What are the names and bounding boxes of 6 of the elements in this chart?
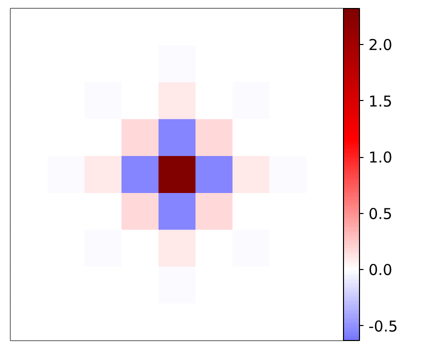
color-bar-label: 2.0 bbox=[368, 36, 392, 54]
color-bar-label: 1.5 bbox=[368, 92, 392, 110]
color-bar-label: 0.5 bbox=[368, 204, 392, 223]
color-bar-label: -0.5 bbox=[368, 317, 398, 336]
color-bar-label: 0.0 bbox=[368, 261, 392, 280]
color-bar-label: 1.0 bbox=[368, 148, 392, 167]
